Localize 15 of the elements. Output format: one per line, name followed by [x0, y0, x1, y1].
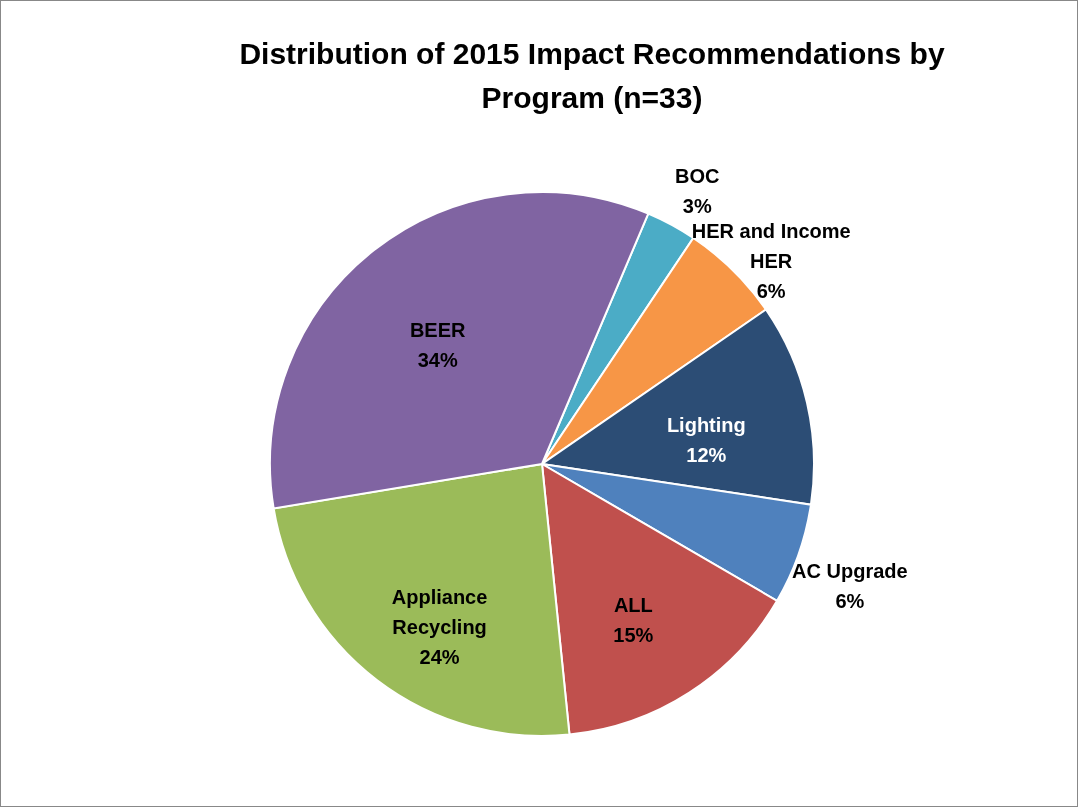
slice-label: BOC	[675, 164, 720, 187]
data-label: 34%	[417, 349, 458, 372]
data-label: 24%	[419, 645, 460, 668]
data-label: 6%	[835, 590, 865, 613]
slice-label: BEER	[409, 319, 467, 342]
slice-label: AC Upgrade	[792, 560, 908, 583]
data-label: 15%	[613, 623, 654, 646]
data-label: 12%	[686, 444, 727, 467]
slice-label: ALL	[613, 593, 653, 616]
slice-label: HER and Income HER	[691, 219, 851, 272]
data-label: 6%	[756, 279, 786, 302]
slice-label: Lighting	[666, 414, 746, 437]
chart-title: Distribution of 2015 Impact Recommendations by Program (n=33)	[239, 37, 945, 114]
slice-label: Appliance Recycling	[391, 585, 488, 638]
data-label: 3%	[682, 194, 712, 217]
